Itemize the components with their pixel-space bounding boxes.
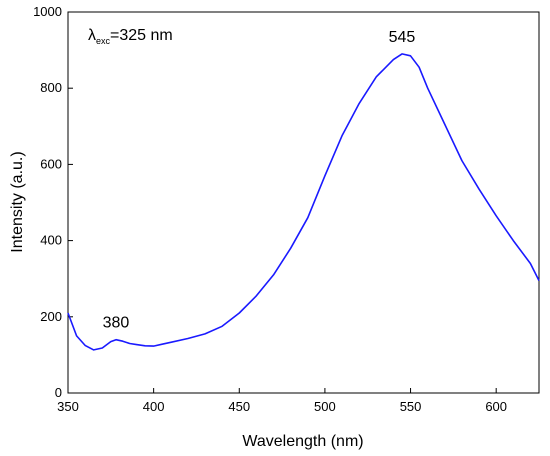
- x-tick-label-500: 500: [314, 399, 336, 414]
- x-tick-label-550: 550: [400, 399, 422, 414]
- x-tick-label-350: 350: [57, 399, 79, 414]
- excitation-annotation: λexc=325 nm: [88, 27, 173, 46]
- series-line: [67, 53, 540, 351]
- x-axis-label: Wavelength (nm): [242, 433, 363, 450]
- y-axis-label: Intensity (a.u.): [9, 151, 26, 252]
- y-tick-label-800: 800: [40, 80, 62, 95]
- peak-label-545: 545: [389, 29, 416, 46]
- peak-label-380: 380: [103, 315, 130, 332]
- y-tick-label-600: 600: [40, 156, 62, 171]
- y-tick-label-200: 200: [40, 309, 62, 324]
- excitation-subscript: exc: [96, 36, 111, 46]
- y-tick-label-400: 400: [40, 233, 62, 248]
- y-axis-ticks: 0 200 400 600 800 1000: [33, 4, 73, 400]
- y-tick-label-1000: 1000: [33, 4, 62, 19]
- x-axis-ticks: 350 400 450 500 550 600: [57, 388, 507, 414]
- excitation-lambda: λ: [88, 27, 96, 44]
- plot-frame: [67, 11, 540, 394]
- excitation-value: =325 nm: [110, 27, 173, 44]
- x-tick-label-400: 400: [143, 399, 165, 414]
- y-tick-label-0: 0: [55, 385, 62, 400]
- x-tick-label-450: 450: [228, 399, 250, 414]
- x-tick-label-600: 600: [485, 399, 507, 414]
